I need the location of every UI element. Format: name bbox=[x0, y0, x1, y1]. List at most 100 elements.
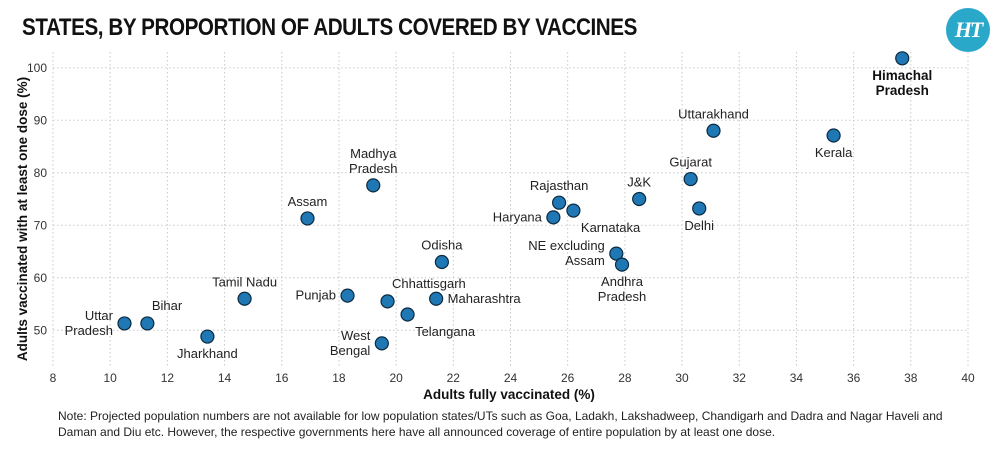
point-label: NE excluding Assam bbox=[528, 238, 605, 268]
point-label-line: Odisha bbox=[421, 238, 463, 253]
x-tick-label: 22 bbox=[447, 371, 461, 385]
data-point bbox=[400, 307, 415, 322]
point-label: Maharashtra bbox=[448, 291, 522, 306]
x-tick-label: 12 bbox=[161, 371, 175, 385]
data-point bbox=[546, 210, 561, 225]
point-label: Punjab bbox=[296, 288, 336, 303]
y-tick-label: 50 bbox=[34, 323, 48, 337]
point-label: Himachal Pradesh bbox=[872, 68, 932, 98]
footnote: Note: Projected population numbers are n… bbox=[58, 409, 943, 439]
x-tick-label: 28 bbox=[618, 371, 632, 385]
point-label-line: Maharashtra bbox=[448, 291, 522, 306]
x-tick-label: 18 bbox=[332, 371, 346, 385]
point-label: Jharkhand bbox=[177, 346, 238, 361]
point-label-line: Andhra bbox=[601, 274, 644, 289]
x-tick-label: 40 bbox=[961, 371, 975, 385]
chart-title: STATES, BY PROPORTION OF ADULTS COVERED … bbox=[22, 14, 637, 41]
point-label-line: NE excluding bbox=[528, 238, 605, 253]
y-tick-label: 60 bbox=[34, 271, 48, 285]
x-tick-label: 32 bbox=[733, 371, 747, 385]
x-tick-label: 14 bbox=[218, 371, 232, 385]
point-label-line: Rajasthan bbox=[530, 178, 589, 193]
point-label-line: J&K bbox=[627, 175, 651, 190]
x-tick-label: 20 bbox=[389, 371, 403, 385]
x-tick-label: 26 bbox=[561, 371, 575, 385]
point-label-line: Haryana bbox=[493, 209, 543, 224]
point-label-line: Pradesh bbox=[65, 323, 113, 338]
x-tick-label: 8 bbox=[50, 371, 57, 385]
data-point bbox=[340, 288, 355, 303]
y-tick-label: 70 bbox=[34, 218, 48, 232]
grid-lines bbox=[52, 52, 969, 367]
data-point bbox=[374, 336, 389, 351]
y-tick-label: 80 bbox=[34, 166, 48, 180]
x-tick-labels: 8 10 12 14 16 18 20 22 24 26 28 30 32 34 36 38 40 bbox=[50, 371, 975, 385]
point-label: Uttarakhand bbox=[678, 106, 749, 121]
data-point bbox=[117, 316, 132, 331]
data-point bbox=[895, 51, 910, 66]
point-label: Madhya Pradesh bbox=[349, 146, 397, 176]
x-tick-label: 34 bbox=[790, 371, 804, 385]
x-tick-label: 16 bbox=[275, 371, 289, 385]
data-points bbox=[117, 51, 910, 351]
data-point bbox=[237, 291, 252, 306]
y-tick-label: 90 bbox=[34, 113, 48, 127]
data-point bbox=[614, 257, 630, 272]
x-axis-title: Adults fully vaccinated (%) bbox=[423, 387, 595, 402]
ht-logo: HT bbox=[946, 8, 990, 52]
point-label: West Bengal bbox=[330, 328, 371, 358]
point-label-line: Gujarat bbox=[669, 155, 712, 170]
point-label-line: Tamil Nadu bbox=[212, 274, 277, 289]
data-point bbox=[683, 171, 698, 187]
data-point bbox=[300, 211, 315, 226]
point-label: Telangana bbox=[415, 324, 476, 339]
y-tick-label: 100 bbox=[27, 61, 47, 75]
point-label-line: Chhattisgarh bbox=[392, 276, 466, 291]
point-label: Bihar bbox=[152, 298, 183, 313]
point-label: Chhattisgarh bbox=[392, 276, 466, 291]
point-label-line: Bihar bbox=[152, 298, 183, 313]
data-point bbox=[200, 329, 215, 344]
point-label-line: West bbox=[341, 328, 371, 343]
x-tick-label: 38 bbox=[904, 371, 918, 385]
data-point bbox=[692, 201, 707, 216]
point-label-line: Telangana bbox=[415, 324, 476, 339]
point-label-line: Pradesh bbox=[876, 83, 929, 98]
y-axis-title: Adults vaccinated with at least one dose… bbox=[15, 77, 30, 361]
point-label: Kerala bbox=[815, 145, 853, 160]
point-label: Uttar Pradesh bbox=[65, 308, 114, 338]
data-point bbox=[366, 178, 381, 193]
point-label: Gujarat bbox=[669, 155, 712, 170]
data-point bbox=[609, 246, 624, 261]
point-label-line: Assam bbox=[565, 253, 605, 268]
point-label-line: Pradesh bbox=[598, 289, 646, 304]
x-tick-label: 24 bbox=[504, 371, 518, 385]
point-label: J&K bbox=[627, 175, 651, 190]
point-label: Assam bbox=[288, 194, 328, 209]
point-label: Delhi bbox=[684, 218, 714, 233]
point-label-line: Punjab bbox=[296, 288, 336, 303]
point-label-line: Kerala bbox=[815, 145, 853, 160]
point-label-line: Uttar bbox=[85, 308, 114, 323]
point-label-line: Bengal bbox=[330, 343, 371, 358]
data-point bbox=[706, 123, 721, 138]
data-point bbox=[566, 203, 581, 218]
point-label: Karnataka bbox=[581, 220, 641, 235]
point-label: Andhra Pradesh bbox=[598, 274, 646, 304]
point-label: Rajasthan bbox=[530, 178, 589, 193]
data-point bbox=[429, 291, 444, 306]
data-point bbox=[380, 294, 395, 309]
point-label-line: Karnataka bbox=[581, 220, 641, 235]
point-label-line: Madhya bbox=[350, 146, 397, 161]
point-label-line: Himachal bbox=[872, 68, 932, 83]
point-label-line: Assam bbox=[288, 194, 328, 209]
point-label-line: Uttarakhand bbox=[678, 106, 749, 121]
data-point bbox=[140, 316, 155, 331]
point-label: Haryana bbox=[493, 209, 543, 224]
point-label-line: Delhi bbox=[684, 218, 714, 233]
data-point bbox=[552, 195, 567, 210]
point-label: Odisha bbox=[421, 238, 463, 253]
data-point bbox=[632, 191, 647, 207]
